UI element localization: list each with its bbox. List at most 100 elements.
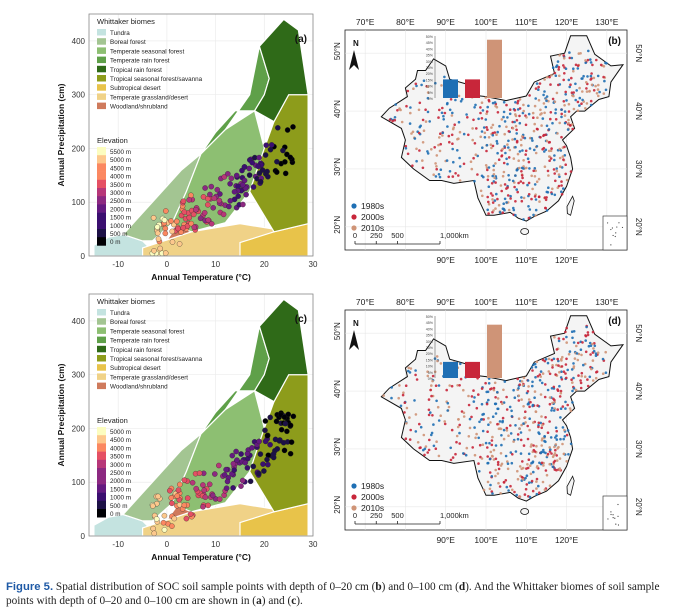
sample-point xyxy=(565,341,568,344)
sample-point xyxy=(541,480,545,484)
sample-point xyxy=(211,195,218,202)
sample-point xyxy=(433,146,436,149)
sample-point xyxy=(505,426,509,430)
sample-point xyxy=(584,61,587,65)
island-dot xyxy=(610,511,612,513)
sample-point xyxy=(522,103,525,107)
sample-point xyxy=(205,502,211,509)
inset-tick: 40% xyxy=(426,327,434,331)
elevation-label: 5000 m xyxy=(110,429,131,436)
sample-point xyxy=(523,136,527,140)
sample-point xyxy=(559,376,563,379)
sample-point xyxy=(540,426,543,430)
sample-point xyxy=(472,389,475,392)
sample-point xyxy=(501,420,504,424)
sample-point xyxy=(532,213,535,217)
sample-point xyxy=(487,136,491,139)
sample-point xyxy=(547,128,551,131)
scale-label: 1,000km xyxy=(440,231,469,240)
sample-point xyxy=(528,405,531,409)
sample-point xyxy=(594,354,598,357)
sample-point xyxy=(493,381,497,385)
sample-point xyxy=(528,417,531,420)
sample-point xyxy=(200,482,206,488)
sample-point xyxy=(584,350,588,354)
sample-point xyxy=(500,118,504,121)
sample-point xyxy=(238,483,244,489)
biome-legend-swatch xyxy=(97,355,106,362)
sample-point xyxy=(550,192,554,196)
sample-point xyxy=(516,437,520,441)
sample-point xyxy=(492,386,496,390)
sample-point xyxy=(150,503,156,509)
sample-point xyxy=(514,200,517,203)
sample-point xyxy=(559,437,562,441)
sample-point xyxy=(216,462,222,469)
sample-point xyxy=(527,452,531,456)
sample-point xyxy=(457,120,461,124)
sample-point xyxy=(168,495,175,501)
elevation-swatch xyxy=(97,443,106,452)
panel-label: (b) xyxy=(608,36,621,47)
sample-point xyxy=(519,438,523,442)
lon-label-top: 80°E xyxy=(396,297,415,307)
sample-point xyxy=(540,112,543,115)
sample-point xyxy=(534,87,538,90)
sample-point xyxy=(526,390,530,393)
sample-point xyxy=(234,457,240,463)
sample-point xyxy=(502,428,506,432)
sample-points xyxy=(149,410,297,537)
sample-point xyxy=(454,172,457,175)
sample-point xyxy=(541,358,545,362)
sample-point xyxy=(544,416,547,419)
sample-point xyxy=(445,159,449,162)
sample-point xyxy=(533,195,537,198)
sample-point xyxy=(522,376,526,380)
sample-point xyxy=(414,430,418,433)
sample-point xyxy=(278,426,285,433)
sample-point xyxy=(487,166,491,169)
sample-point xyxy=(415,147,418,151)
sample-point xyxy=(514,424,517,427)
sample-point xyxy=(216,197,223,204)
sample-point xyxy=(503,183,507,186)
sample-point xyxy=(512,388,515,392)
plot-frame xyxy=(88,13,314,257)
sample-point xyxy=(506,162,509,166)
sample-point xyxy=(460,410,464,413)
sample-point xyxy=(472,156,475,160)
sample-point xyxy=(555,167,558,170)
biome-legend-label: Tundra xyxy=(110,30,130,37)
sample-point xyxy=(521,460,524,463)
sample-point xyxy=(408,416,411,419)
sample-point xyxy=(486,128,489,131)
lon-label-top: 130°E xyxy=(595,17,619,27)
sample-point xyxy=(481,429,485,433)
sample-point xyxy=(453,123,456,126)
sample-point xyxy=(538,82,542,85)
sample-point xyxy=(470,395,474,398)
sample-point xyxy=(436,359,439,363)
sample-point xyxy=(592,76,596,80)
sample-point xyxy=(445,102,449,106)
sample-point xyxy=(162,225,169,232)
legend-dot xyxy=(351,203,357,209)
sample-point xyxy=(502,202,505,205)
sample-point xyxy=(554,448,557,452)
sample-point xyxy=(564,372,567,375)
sample-point xyxy=(487,185,491,188)
sample-point xyxy=(449,446,452,450)
sample-point xyxy=(181,502,188,508)
sample-point xyxy=(287,422,294,429)
sample-point xyxy=(180,198,187,204)
sample-point xyxy=(533,396,536,399)
sample-point xyxy=(221,472,228,478)
sample-point xyxy=(263,142,269,148)
sample-point xyxy=(551,66,555,69)
biome-legend-label: Woodland/shrubland xyxy=(110,384,168,391)
sample-point xyxy=(205,217,212,223)
sample-point xyxy=(494,396,497,399)
lon-label-bottom: 110°E xyxy=(515,255,538,265)
biome-legend-swatch xyxy=(97,309,106,316)
